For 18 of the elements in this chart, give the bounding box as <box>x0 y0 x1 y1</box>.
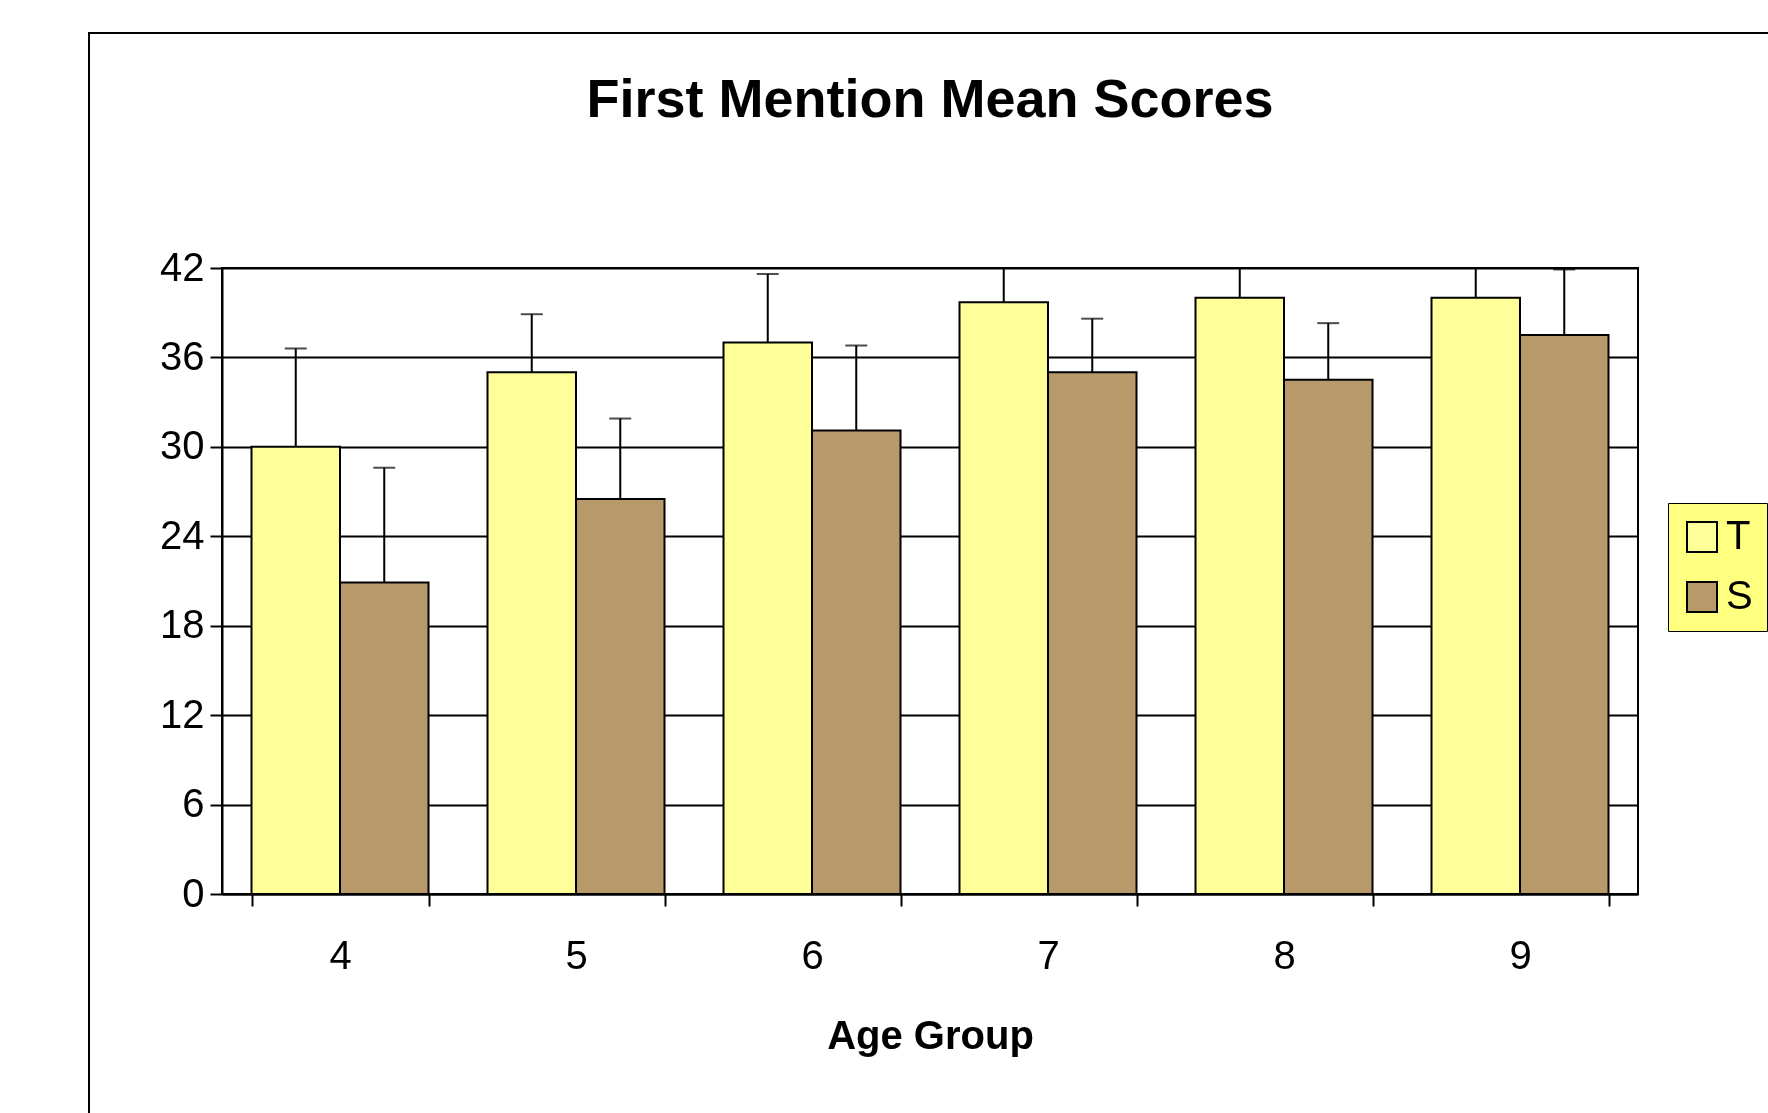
x-tick-label: 6 <box>801 932 824 977</box>
legend-label: T <box>1726 513 1751 557</box>
x-tick-label: 9 <box>1509 932 1532 977</box>
chart-title: First Mention Mean Scores <box>586 68 1274 128</box>
y-tick-label: 12 <box>160 691 205 736</box>
y-tick-label: 42 <box>160 244 205 289</box>
x-tick-label: 8 <box>1273 932 1296 977</box>
y-tick-label: 6 <box>182 781 205 826</box>
legend-label: S <box>1726 573 1753 617</box>
x-tick-label: 4 <box>329 932 352 977</box>
y-tick-label: 18 <box>160 602 205 647</box>
y-tick-label: 0 <box>182 870 205 915</box>
x-tick-label: 7 <box>1037 932 1060 977</box>
y-tick-label: 30 <box>160 423 205 468</box>
y-tick-label: 24 <box>160 512 205 557</box>
x-axis-title: Age Group <box>827 1012 1034 1057</box>
x-tick-label: 5 <box>565 932 588 977</box>
y-tick-label: 36 <box>160 333 205 378</box>
